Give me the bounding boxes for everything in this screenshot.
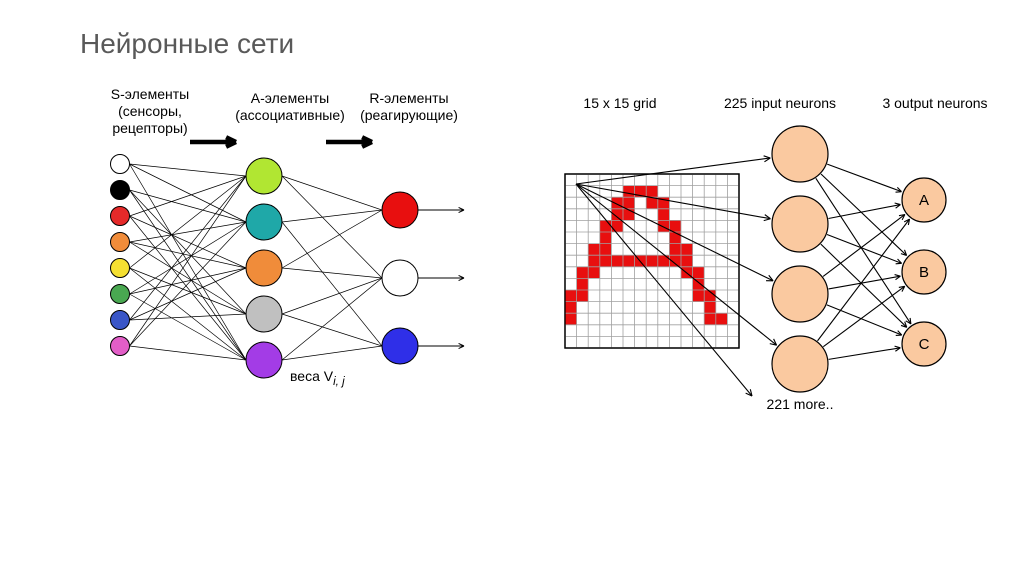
output-label: 3 output neurons	[870, 95, 1000, 112]
r-label: R-элементы(реагирующие)	[354, 90, 464, 124]
a-label: А-элементы(ассоциативные)	[230, 90, 350, 124]
svg-text:C: C	[919, 336, 930, 353]
s-label: S-элементы(сенсоры,рецепторы)	[105, 86, 195, 136]
svg-text:A: A	[919, 192, 929, 209]
grid-label: 15 x 15 grid	[570, 95, 670, 112]
hidden-label: 225 input neurons	[710, 95, 850, 112]
more-label: 221 more..	[755, 396, 845, 413]
svg-text:B: B	[919, 264, 929, 281]
weights-label: веса Vi, j	[290, 368, 345, 389]
